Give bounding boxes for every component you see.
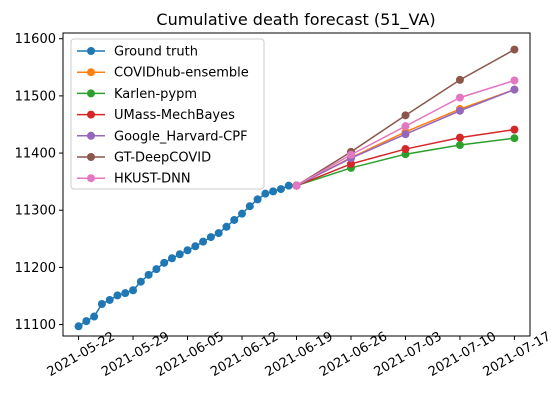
legend: Ground truth COVIDhub-ensemble Karlen-pypm… bbox=[70, 38, 265, 190]
y-axis: 11100 11200 11300 11400 11500 11600 bbox=[15, 32, 63, 333]
data-point-ground-truth-2021-06-05 bbox=[183, 246, 192, 255]
data-point-google-harvard-cpf-2021-07-10 bbox=[455, 106, 464, 115]
data-point-ground-truth-2021-06-11 bbox=[230, 215, 239, 224]
series-hkust-dnn bbox=[292, 76, 519, 190]
legend-marker-ground-truth bbox=[87, 47, 95, 55]
data-point-ground-truth-2021-06-04 bbox=[175, 250, 184, 259]
chart-title: Cumulative death forecast (51_VA) bbox=[156, 10, 435, 30]
data-point-ground-truth-2021-05-27 bbox=[113, 291, 122, 300]
data-point-gt-deepcovid-2021-07-10 bbox=[455, 75, 464, 84]
data-point-ground-truth-2021-05-29 bbox=[129, 286, 138, 295]
legend-marker-hkust-dnn bbox=[87, 174, 95, 183]
y-tick-label-11400: 11400 bbox=[15, 147, 56, 162]
legend-label-ground-truth: Ground truth bbox=[114, 45, 198, 60]
series-layer bbox=[74, 45, 519, 331]
legend-entry-ground-truth: Ground truth bbox=[77, 45, 198, 60]
legend-label-covidhub-ensemble: COVIDhub-ensemble bbox=[114, 66, 249, 81]
y-tick-label-11600: 11600 bbox=[15, 32, 56, 47]
data-point-ground-truth-2021-06-06 bbox=[191, 242, 200, 251]
data-point-umass-mechbayes-2021-06-26 bbox=[346, 159, 355, 168]
data-point-karlen-pypm-2021-07-17 bbox=[510, 134, 519, 143]
data-point-umass-mechbayes-2021-07-10 bbox=[455, 133, 464, 142]
data-point-ground-truth-2021-06-03 bbox=[167, 254, 176, 263]
legend-entry-karlen-pypm: Karlen-pypm bbox=[77, 87, 197, 102]
data-point-ground-truth-2021-06-01 bbox=[152, 265, 161, 274]
data-point-ground-truth-2021-06-13 bbox=[245, 202, 254, 211]
data-point-ground-truth-2021-06-09 bbox=[214, 229, 223, 238]
legend-label-gt-deepcovid: GT-DeepCOVID bbox=[114, 151, 211, 166]
data-point-ground-truth-2021-06-12 bbox=[238, 209, 247, 218]
legend-label-umass-mechbayes: UMass-MechBayes bbox=[114, 108, 235, 123]
data-point-google-harvard-cpf-2021-07-17 bbox=[510, 85, 519, 94]
data-point-hkust-dnn-2021-07-17 bbox=[510, 76, 519, 85]
series-karlen-pypm bbox=[292, 134, 519, 190]
data-point-ground-truth-2021-05-30 bbox=[136, 277, 145, 286]
x-axis: 2021-05-222021-05-292021-06-052021-06-12… bbox=[45, 329, 554, 380]
y-tick-label-11500: 11500 bbox=[15, 89, 56, 104]
legend-entry-google-harvard-cpf: Google_Harvard-CPF bbox=[77, 129, 248, 144]
data-point-ground-truth-2021-06-15 bbox=[261, 189, 270, 198]
data-point-hkust-dnn-2021-07-03 bbox=[401, 122, 410, 131]
series-line-ground-truth bbox=[78, 184, 297, 327]
data-point-ground-truth-2021-06-18 bbox=[284, 181, 293, 190]
data-point-ground-truth-2021-06-16 bbox=[269, 187, 278, 196]
data-point-karlen-pypm-2021-07-10 bbox=[455, 141, 464, 150]
data-point-umass-mechbayes-2021-07-03 bbox=[401, 145, 410, 154]
data-point-umass-mechbayes-2021-07-17 bbox=[510, 125, 519, 134]
legend-marker-gt-deepcovid bbox=[87, 153, 95, 161]
y-tick-label-11100: 11100 bbox=[15, 318, 56, 333]
data-point-hkust-dnn-2021-06-19 bbox=[292, 181, 301, 190]
legend-label-karlen-pypm: Karlen-pypm bbox=[114, 87, 197, 102]
legend-marker-covidhub-ensemble bbox=[87, 68, 95, 77]
legend-entry-hkust-dnn: HKUST-DNN bbox=[77, 172, 191, 187]
legend-marker-umass-mechbayes bbox=[87, 110, 95, 119]
data-point-gt-deepcovid-2021-07-03 bbox=[401, 111, 410, 120]
legend-box bbox=[70, 38, 265, 190]
data-point-ground-truth-2021-05-22 bbox=[74, 322, 83, 331]
data-point-ground-truth-2021-06-08 bbox=[206, 233, 215, 242]
data-point-hkust-dnn-2021-06-26 bbox=[346, 150, 355, 159]
legend-marker-google-harvard-cpf bbox=[87, 131, 95, 140]
legend-label-hkust-dnn: HKUST-DNN bbox=[114, 172, 191, 187]
y-tick-label-11200: 11200 bbox=[15, 261, 56, 276]
legend-label-google-harvard-cpf: Google_Harvard-CPF bbox=[114, 129, 248, 144]
data-point-gt-deepcovid-2021-07-17 bbox=[510, 45, 519, 54]
data-point-ground-truth-2021-06-17 bbox=[276, 185, 285, 194]
legend-entry-umass-mechbayes: UMass-MechBayes bbox=[77, 108, 235, 123]
legend-marker-karlen-pypm bbox=[87, 89, 95, 98]
data-point-ground-truth-2021-06-02 bbox=[160, 258, 169, 267]
data-point-ground-truth-2021-05-28 bbox=[121, 289, 130, 298]
data-point-ground-truth-2021-05-31 bbox=[144, 270, 153, 279]
data-point-hkust-dnn-2021-07-10 bbox=[455, 93, 464, 102]
data-point-ground-truth-2021-05-24 bbox=[90, 312, 99, 321]
data-point-ground-truth-2021-06-10 bbox=[222, 222, 231, 231]
data-point-ground-truth-2021-06-14 bbox=[253, 195, 262, 204]
y-tick-label-11300: 11300 bbox=[15, 204, 56, 219]
data-point-ground-truth-2021-05-25 bbox=[97, 299, 106, 308]
data-point-google-harvard-cpf-2021-07-03 bbox=[401, 130, 410, 139]
legend-entry-gt-deepcovid: GT-DeepCOVID bbox=[77, 151, 211, 166]
legend-entry-covidhub-ensemble: COVIDhub-ensemble bbox=[77, 66, 249, 81]
series-ground-truth bbox=[74, 181, 301, 331]
data-point-ground-truth-2021-05-23 bbox=[82, 317, 91, 326]
data-point-ground-truth-2021-05-26 bbox=[105, 295, 114, 304]
data-point-ground-truth-2021-06-07 bbox=[199, 237, 208, 246]
